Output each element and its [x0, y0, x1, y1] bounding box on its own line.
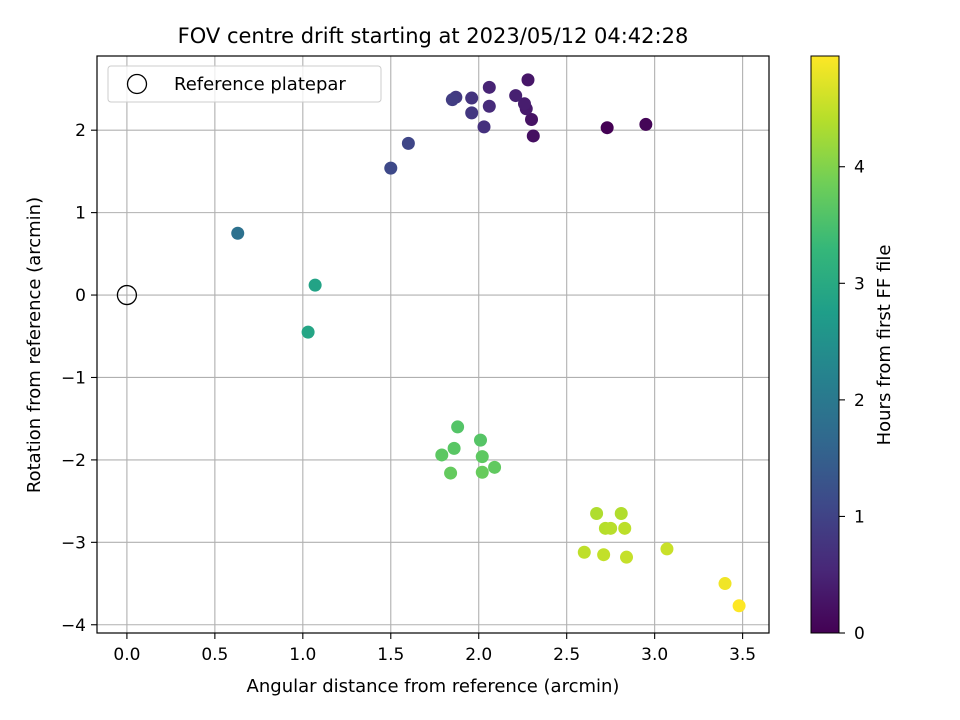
scatter-point	[517, 97, 531, 111]
x-axis: 0.0 0.5 1.0 1.5 2.0 2.5 3.0 3.5	[113, 633, 756, 665]
colorbar-tick-label: 1	[854, 507, 865, 527]
y-tick-label: −1	[61, 368, 86, 388]
scatter-point	[525, 112, 539, 126]
x-tick-label: 1.0	[289, 645, 316, 665]
x-tick-label: 3.5	[729, 645, 756, 665]
y-tick-label: −2	[61, 451, 86, 471]
scatter-point	[732, 599, 746, 613]
reference-marker-group	[116, 284, 138, 306]
scatter-point	[447, 441, 461, 455]
scatter-point	[604, 521, 618, 535]
scatter-point	[308, 278, 322, 292]
colorbar-ticks: 0 1 2 3 4	[839, 158, 865, 644]
scatter-point	[614, 506, 628, 520]
scatter-point	[445, 93, 459, 107]
x-tick-label: 3.0	[641, 645, 668, 665]
y-axis: 2 1 0 −1 −2 −3 −4	[61, 121, 97, 636]
scatter-point	[639, 117, 653, 131]
colorbar-gradient	[810, 55, 840, 634]
legend-entry-label: Reference platepar	[174, 74, 346, 95]
grid-lines	[97, 56, 769, 633]
colorbar: 0 1 2 3 4 Hours from first FF file	[810, 55, 895, 644]
scatter-point	[435, 448, 449, 462]
colorbar-tick-label: 0	[854, 624, 865, 644]
y-tick-label: −4	[61, 616, 86, 636]
scatter-point	[482, 99, 496, 113]
y-tick-label: 0	[75, 286, 86, 306]
reference-platepar-marker	[116, 284, 138, 306]
scatter-point	[521, 73, 535, 87]
colorbar-tick-label: 3	[854, 274, 865, 294]
y-axis-label: Rotation from reference (arcmin)	[24, 197, 45, 493]
colorbar-tick-label: 2	[854, 391, 865, 411]
x-tick-label: 0.5	[201, 645, 228, 665]
legend-box	[107, 65, 382, 103]
scatter-point	[620, 550, 634, 564]
scatter-point	[444, 466, 458, 480]
plot-area-frame	[96, 55, 770, 634]
scatter-point	[384, 161, 398, 175]
x-tick-label: 0.0	[113, 645, 140, 665]
scatter-point	[475, 450, 489, 464]
legend: Reference platepar	[107, 65, 382, 103]
colorbar-label: Hours from first FF file	[874, 245, 895, 446]
scatter-point	[590, 506, 604, 520]
scatter-point	[475, 465, 489, 479]
scatter-point	[301, 325, 315, 339]
scatter-point	[473, 433, 487, 447]
scatter-point	[477, 120, 491, 134]
scatter-point	[526, 129, 540, 143]
chart-title: FOV centre drift starting at 2023/05/12 …	[178, 24, 689, 48]
scatter-point	[597, 548, 611, 562]
x-tick-label: 1.5	[377, 645, 404, 665]
scatter-point	[451, 420, 465, 434]
scatter-point	[231, 226, 245, 240]
y-tick-label: 1	[75, 204, 86, 224]
scatter-point	[465, 106, 479, 120]
data-points	[231, 73, 746, 613]
x-tick-label: 2.5	[553, 645, 580, 665]
scatter-point	[509, 89, 523, 103]
y-tick-label: −3	[61, 533, 86, 553]
scatter-point	[660, 542, 674, 556]
x-tick-label: 2.0	[465, 645, 492, 665]
scatter-point	[482, 80, 496, 94]
y-tick-label: 2	[75, 121, 86, 141]
scatter-point	[488, 460, 502, 474]
scatter-point	[465, 91, 479, 105]
scatter-point	[718, 577, 732, 591]
legend-marker-open-circle-icon	[126, 73, 148, 95]
x-axis-label: Angular distance from reference (arcmin)	[247, 676, 620, 697]
colorbar-tick-label: 4	[854, 158, 865, 178]
scatter-point	[600, 121, 614, 135]
scatter-point	[401, 136, 415, 150]
scatter-point	[618, 521, 632, 535]
scatter-point	[577, 545, 591, 559]
